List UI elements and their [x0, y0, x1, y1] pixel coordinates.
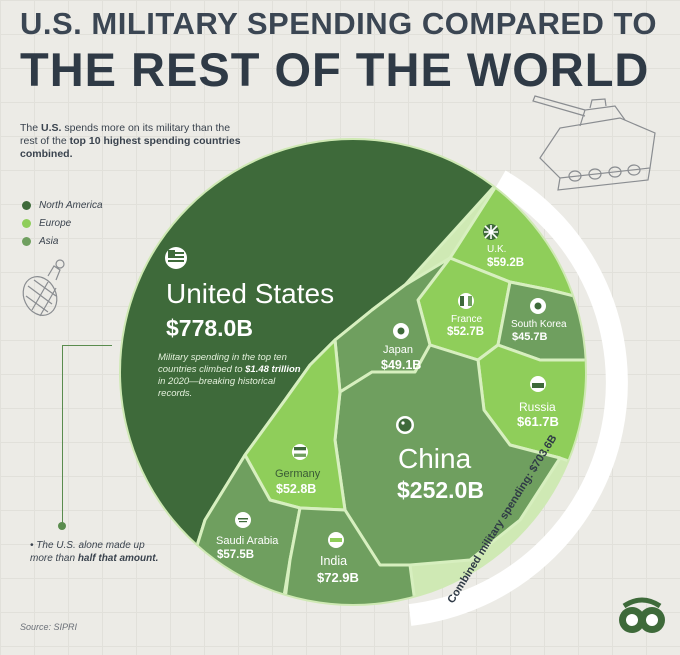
legend-swatch — [22, 236, 31, 246]
flag-india-icon — [328, 532, 344, 548]
annotation-dot — [58, 522, 66, 530]
annotation-line — [62, 345, 112, 346]
flag-uk-icon — [483, 224, 499, 240]
label-value-russia: $61.7B — [517, 414, 559, 429]
legend-item-asia: Asia — [22, 232, 103, 250]
us-alone-note-part-1: The U.S. alone made up more than — [30, 540, 145, 564]
combined-ring — [408, 170, 628, 626]
label-country-japan: Japan — [383, 344, 413, 356]
label-value-india: $72.9B — [317, 570, 359, 585]
label-value-uk: $59.2B — [487, 257, 524, 269]
label-country-uk: U.K. — [487, 244, 506, 255]
label-country-germany: Germany — [275, 468, 321, 480]
tank-icon — [532, 95, 656, 191]
us-alone-note: • The U.S. alone made up more than half … — [30, 540, 159, 564]
legend-swatch — [22, 218, 31, 228]
legend-item-north-america: North America — [22, 196, 103, 214]
label-value-germany: $52.8B — [276, 482, 316, 496]
label-country-south-korea: South Korea — [511, 319, 567, 330]
label-country-china: China — [398, 443, 472, 474]
title-line-1: U.S. MILITARY SPENDING COMPARED TO — [20, 6, 658, 41]
us-note: Military spending in the top ten countri… — [158, 352, 303, 400]
label-country-russia: Russia — [519, 400, 556, 414]
label-country-india: India — [320, 554, 347, 568]
us-alone-note-bold: half that amount. — [77, 552, 159, 564]
flag-france-icon — [458, 293, 474, 309]
label-country-united-states: United States — [166, 278, 334, 309]
flag-us-icon — [165, 247, 187, 269]
subtitle-bold-2: top 10 highest spending countries combin… — [20, 135, 241, 160]
flag-saudi-arabia-icon — [235, 512, 251, 528]
annotation-line — [62, 345, 63, 525]
subtitle-part-1: The — [20, 122, 42, 134]
label-value-france: $52.7B — [447, 326, 484, 338]
us-note-bold: $1.48 trillion — [245, 364, 301, 375]
label-value-china: $252.0B — [397, 477, 484, 503]
legend-item-europe: Europe — [22, 214, 103, 232]
label-value-saudi-arabia: $57.5B — [217, 549, 254, 561]
legend-swatch — [22, 200, 31, 210]
label-country-saudi-arabia: Saudi Arabia — [216, 535, 279, 547]
subtitle: The U.S. spends more on its military tha… — [20, 122, 245, 161]
flag-south-korea-icon — [530, 298, 546, 314]
label-value-south-korea: $45.7B — [512, 331, 548, 343]
subtitle-part-2: spends more on its military than the res… — [20, 122, 231, 147]
legend: North America Europe Asia — [22, 196, 103, 250]
us-note-part-1: Military spending in the top ten countri… — [158, 352, 287, 375]
source-label: Source: SIPRI — [20, 622, 78, 632]
flag-russia-icon — [530, 376, 546, 392]
subtitle-bold-1: U.S. — [41, 122, 62, 134]
label-value-united-states: $778.0B — [166, 315, 253, 341]
flag-japan-icon — [393, 323, 409, 339]
title-line-2: THE REST OF THE WORLD — [20, 43, 650, 96]
brand-logo-icon — [619, 597, 665, 633]
legend-label: Europe — [39, 217, 72, 229]
legend-label: Asia — [39, 235, 59, 247]
label-value-japan: $49.1B — [381, 358, 421, 372]
label-country-france: France — [451, 314, 483, 325]
flag-china-icon — [396, 416, 414, 434]
legend-label: North America — [39, 199, 103, 211]
grenade-icon — [22, 259, 65, 317]
us-note-part-2: in 2020—breaking historical records. — [158, 376, 276, 399]
flag-germany-icon — [292, 444, 308, 460]
